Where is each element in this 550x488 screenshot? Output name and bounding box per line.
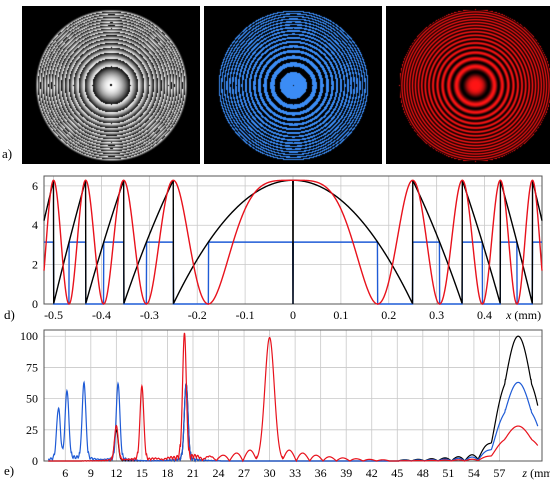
x-tick-label: 48 [417,466,429,480]
x-tick-label: -0.1 [236,308,255,322]
x-tick-label: 33 [289,466,301,480]
x-tick-label: -0.5 [44,308,63,322]
label-c: c) [364,146,375,161]
y-tick-label: 0 [32,297,38,311]
series-black-line [43,179,543,305]
axial-intensity-chart: 6 9 12 15 18 21 24 27 30 33 36 39 42 45 48 51 54 57 0 25 50 7… [20,329,550,480]
x-tick-label: 24 [213,466,225,480]
x-tick-label: 42 [366,466,378,480]
y-tick-label: 50 [26,392,38,406]
x-tick-label: 30 [264,466,276,480]
x-tick-label: 0 [290,308,296,322]
x-tick-label: 27 [238,466,250,480]
label-d: d) [4,307,15,322]
label-e: e) [4,463,15,478]
y-tick-label: 75 [26,360,38,374]
y-tick-label: 25 [26,423,38,437]
x-tick-label: 12 [110,466,122,480]
x-tick-label: 9 [88,466,94,480]
series-red-line [48,332,539,463]
x-tick-label: -0.3 [140,308,159,322]
x-axis-label: x (mm) [505,308,541,322]
y-tick-label: 6 [32,179,38,193]
ring-pattern-c [386,6,550,164]
x-tick-label: 21 [187,466,199,480]
x-tick-label: 36 [315,466,327,480]
x-tick-label: 57 [493,466,505,480]
x-tick-label: 18 [161,466,173,480]
x-tick-label: 0.2 [381,308,396,322]
x-tick-label: 45 [391,466,403,480]
label-a: a) [2,146,13,161]
ring-pattern-b [204,6,382,164]
y-tick-label: 100 [20,329,38,343]
y-tick-label: 4 [32,218,38,232]
series-red-line [43,179,543,305]
x-tick-label: -0.4 [92,308,111,322]
ring-pattern-a [22,6,200,164]
x-tick-label: 0.4 [477,308,492,322]
x-tick-label: 15 [136,466,148,480]
label-b: b) [182,146,193,161]
x-tick-label: 39 [340,466,352,480]
phase-profile-chart: -0.5 -0.4 -0.3 -0.2 -0.1 0 0.1 0.2 0.3 0.4 0 2 4 6 x (… [32,175,543,322]
x-axis-label: z (mm) [521,466,550,480]
y-tick-label: 0 [32,454,38,468]
x-tick-label: 0.1 [333,308,348,322]
x-tick-label: -0.2 [188,308,207,322]
y-tick-label: 2 [32,258,38,272]
x-tick-label: 54 [468,466,480,480]
x-tick-label: 0.3 [429,308,444,322]
x-tick-label: 6 [62,466,68,480]
x-tick-label: 51 [442,466,454,480]
series-blue-line [47,380,539,463]
